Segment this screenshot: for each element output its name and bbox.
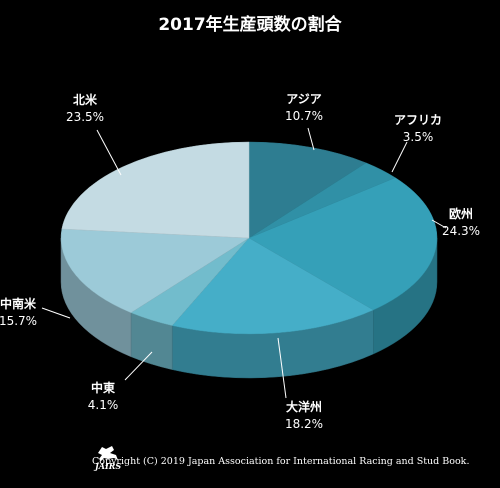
slice-2 — [248, 177, 438, 311]
slice-label-5: 中南米 — [0, 296, 37, 311]
slice-value-1: 3.5% — [403, 130, 434, 144]
copyright-footer: Copyright (C) 2019 Japan Association for… — [92, 456, 470, 467]
slice-label-3: 大洋州 — [286, 399, 322, 414]
slice-3 — [171, 237, 374, 335]
slice-0 — [248, 141, 367, 239]
leader-line-5 — [41, 307, 71, 319]
slice-6 — [61, 141, 250, 239]
slice-value-2: 24.3% — [442, 224, 480, 238]
slice-labels: アジア 10.7% アフリカ 3.5% 欧州 24.3% 大洋州 18.2% 中東 4.1% 中南米… — [0, 92, 480, 431]
slice-5 — [60, 228, 250, 314]
leader-line-3 — [277, 337, 287, 399]
slice-value-0: 10.7% — [285, 109, 323, 123]
slice-label-2: 欧州 — [449, 206, 473, 221]
slice-label-1: アフリカ — [394, 113, 442, 127]
jairs-logo: JAIRS — [93, 446, 121, 471]
slice-value-5: 15.7% — [0, 314, 37, 328]
leader-line-1 — [391, 141, 408, 173]
svg-text:JAIRS: JAIRS — [93, 461, 121, 471]
slice-label-4: 中東 — [91, 380, 115, 395]
slice-value-6: 23.5% — [66, 110, 104, 124]
leader-line-0 — [307, 127, 315, 151]
slice-label-0: アジア — [286, 92, 322, 106]
slice-value-3: 18.2% — [285, 417, 323, 431]
pie-slices — [60, 141, 438, 335]
leader-line-4 — [124, 351, 153, 381]
pie-side-walls — [60, 237, 438, 379]
leader-line-2 — [431, 219, 447, 229]
slice-value-4: 4.1% — [88, 398, 119, 412]
slice-label-6: 北米 — [73, 92, 98, 107]
chart-title: 2017年生産頭数の割合 — [158, 14, 342, 35]
leader-line-6 — [96, 129, 122, 176]
